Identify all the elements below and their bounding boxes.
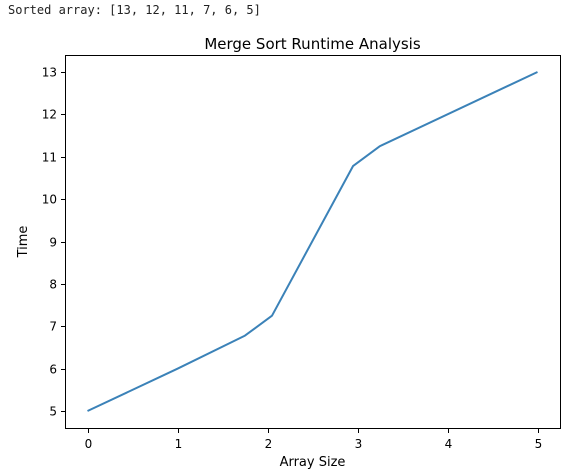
y-tick-label: 12	[42, 108, 57, 122]
x-tick-label: 4	[445, 437, 453, 451]
y-tick-label: 8	[49, 278, 57, 292]
console-output-line: Sorted array: [13, 12, 11, 7, 6, 5]	[8, 3, 261, 17]
chart-title: Merge Sort Runtime Analysis	[204, 35, 421, 53]
y-tick-label: 13	[42, 66, 57, 80]
y-axis-label: Time	[16, 226, 31, 259]
x-axis-label: Array Size	[280, 455, 346, 470]
series-line	[87, 71, 538, 412]
x-tick-label: 2	[265, 437, 273, 451]
x-tick-label: 5	[535, 437, 543, 451]
series-lines	[87, 71, 538, 412]
y-tick-label: 11	[42, 151, 57, 165]
y-tick-label: 7	[49, 320, 57, 334]
y-tick-label: 9	[49, 236, 57, 250]
plot-area-frame	[65, 55, 561, 429]
y-tick-label: 10	[42, 193, 57, 207]
x-tick-label: 3	[355, 437, 363, 451]
y-tick-label: 6	[49, 363, 57, 377]
x-tick-label: 0	[85, 437, 93, 451]
x-tick-label: 1	[175, 437, 183, 451]
y-tick-label: 5	[49, 405, 57, 419]
